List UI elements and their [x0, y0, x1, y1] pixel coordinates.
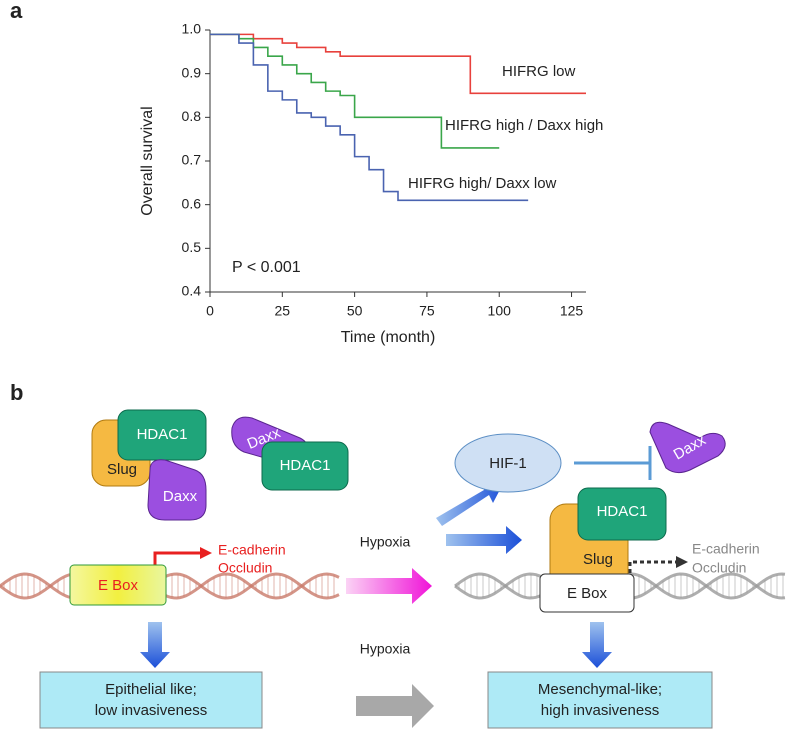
inhibition	[574, 446, 652, 480]
protein-label: HDAC1	[137, 426, 188, 443]
outcome-label: Mesenchymal-like;	[538, 681, 662, 698]
y-tick-label: 0.7	[182, 152, 202, 168]
y-tick-label: 0.9	[182, 64, 202, 80]
panel-label: a	[10, 0, 23, 23]
protein-label: HDAC1	[280, 457, 331, 474]
y-tick-label: 0.8	[182, 108, 202, 124]
survival-curve	[210, 33, 586, 95]
outcome-label: high invasiveness	[541, 702, 659, 719]
gene-label: Occludin	[692, 560, 746, 576]
survival-curve	[210, 33, 529, 202]
x-axis-label: Time (month)	[341, 329, 436, 346]
x-tick-label: 75	[419, 303, 435, 319]
arrow	[582, 622, 612, 668]
repressed-arrow	[628, 560, 676, 580]
x-tick-label: 100	[488, 303, 512, 319]
arrow	[140, 622, 170, 668]
y-tick-label: 0.4	[182, 283, 202, 299]
arrow	[356, 684, 434, 728]
arrow	[446, 526, 522, 554]
series-label: HIFRG low	[502, 63, 576, 80]
x-tick-label: 0	[206, 303, 214, 319]
protein-label: Slug	[583, 551, 613, 568]
arrow	[346, 568, 432, 604]
ebox-label: E Box	[567, 585, 608, 602]
y-tick-label: 1.0	[182, 21, 202, 37]
dna-strand	[0, 572, 340, 600]
outcome-label: low invasiveness	[95, 702, 208, 719]
hdac1-shape	[577, 487, 667, 541]
outcome-box	[39, 671, 263, 729]
hypoxia-label: Hypoxia	[360, 534, 411, 550]
protein-label: Daxx	[163, 488, 198, 505]
hdac1-shape	[261, 441, 349, 491]
series-label: HIFRG high/ Daxx low	[408, 175, 557, 192]
protein-label: HIF-1	[489, 455, 527, 472]
arrow	[436, 480, 505, 526]
ebox	[69, 564, 167, 606]
x-tick-label: 125	[560, 303, 584, 319]
x-tick-label: 50	[347, 303, 363, 319]
ebox-label: E Box	[98, 577, 139, 594]
x-tick-label: 25	[275, 303, 291, 319]
outcome-box	[487, 671, 713, 729]
arrow-head	[200, 547, 212, 559]
gene-label: Occludin	[218, 560, 272, 576]
ebox	[539, 573, 635, 613]
panel-label: b	[10, 380, 23, 405]
gene-label: E-cadherin	[218, 542, 286, 558]
daxx-shape	[147, 459, 207, 521]
hif1-shape	[454, 433, 562, 493]
gene-label: E-cadherin	[692, 541, 760, 557]
annotation: P < 0.001	[232, 259, 301, 276]
y-axis-label: Overall survival	[139, 106, 156, 215]
survival-chart: 0.4 0.5 0.6 0.7 0.8 0.9 1.0 0 25 50 75 100 125 Time (…	[139, 21, 603, 347]
dna-strand	[0, 572, 340, 600]
protein-label: HDAC1	[597, 503, 648, 520]
arrow-head	[676, 556, 688, 568]
series-label: HIFRG high / Daxx high	[445, 117, 603, 134]
protein-label: Slug	[107, 461, 137, 478]
daxx-shape	[649, 421, 726, 474]
y-tick-label: 0.5	[182, 239, 202, 255]
y-tick-label: 0.6	[182, 195, 202, 211]
outcome-label: Epithelial like;	[105, 681, 197, 698]
hypoxia-label: Hypoxia	[360, 641, 411, 657]
